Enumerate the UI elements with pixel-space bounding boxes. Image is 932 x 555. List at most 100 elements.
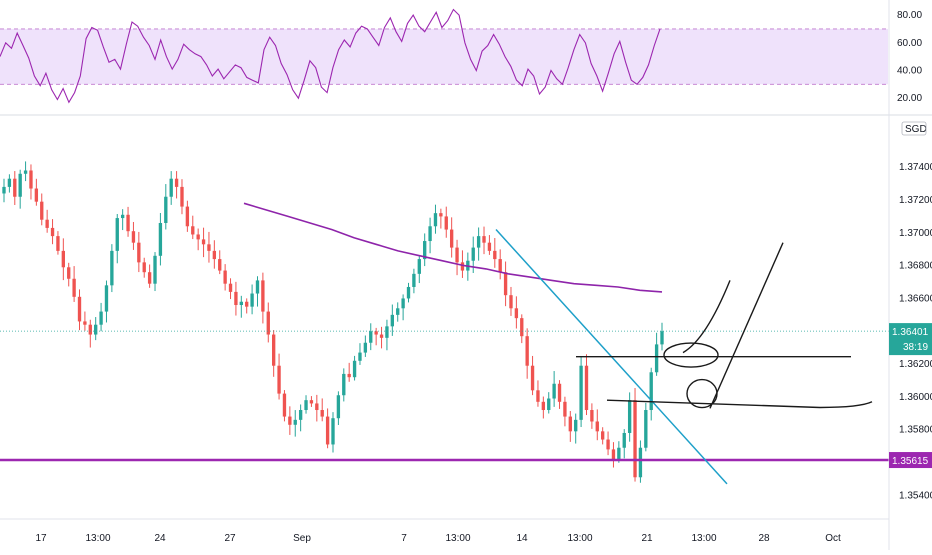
candle-body: [174, 178, 179, 187]
candle-body: [336, 395, 341, 419]
time-tick-label: 14: [516, 533, 528, 544]
currency-box: [901, 121, 927, 136]
candle-body: [158, 222, 163, 256]
candle-body: [482, 236, 486, 243]
lower-drawing[interactable]: [606, 399, 873, 409]
candle-body: [525, 336, 529, 366]
candle-body: [476, 236, 481, 248]
candle-body: [406, 286, 411, 299]
candle-body: [298, 410, 303, 420]
candle-body: [23, 170, 28, 174]
support-label-box: [889, 452, 932, 469]
candle-body: [40, 201, 44, 220]
candle-body: [444, 216, 448, 230]
candle-body: [56, 236, 60, 251]
candle-body: [638, 447, 643, 478]
candle-body: [401, 298, 405, 309]
candle-body: [185, 206, 190, 227]
candle-body: [374, 331, 378, 335]
time-tick-label: 17: [35, 533, 47, 544]
candle-body: [331, 418, 335, 445]
candle-body: [547, 398, 551, 411]
price-tick-label: 1.36800: [899, 261, 932, 272]
candle-body: [493, 250, 497, 260]
time-tick-label: 24: [154, 533, 166, 544]
candle-body: [99, 311, 103, 325]
rsi-line: [0, 8, 661, 104]
candle-body: [590, 410, 594, 422]
candle-body: [45, 219, 49, 228]
candle-body: [147, 272, 152, 284]
candle-body: [191, 226, 195, 235]
candle-body: [503, 272, 508, 296]
candle-body: [77, 296, 82, 322]
candle-body: [293, 419, 297, 425]
candle-body: [288, 416, 292, 425]
candle-body: [633, 400, 637, 478]
candle-body: [358, 352, 362, 361]
candle-body: [514, 308, 519, 319]
circle-drawing-upper[interactable]: [663, 342, 719, 368]
candle-body: [13, 178, 17, 197]
candle-body: [223, 270, 227, 284]
candle-body: [212, 250, 217, 260]
candle-body: [460, 262, 465, 271]
candle-body: [579, 365, 583, 420]
countdown-label: 38:19: [903, 342, 928, 353]
price-tick-label: 1.36000: [899, 392, 932, 403]
candle-body: [541, 401, 546, 411]
candle-body: [261, 280, 265, 312]
candle-body: [266, 311, 270, 335]
candle-body: [245, 301, 249, 307]
candle-body: [164, 196, 168, 223]
candle-body: [83, 321, 87, 325]
candle-body: [584, 365, 589, 411]
time-tick-label: 27: [224, 533, 236, 544]
candle-body: [369, 331, 373, 343]
candle-body: [498, 259, 502, 273]
candle-body: [320, 410, 324, 417]
candle-body: [606, 439, 610, 450]
candle-body: [7, 178, 12, 187]
candle-body: [250, 293, 254, 307]
price-tick-label: 1.35400: [899, 490, 932, 501]
candle-body: [94, 324, 98, 335]
candle-body: [530, 365, 535, 391]
candle-body: [536, 390, 540, 402]
candle-body: [347, 373, 351, 378]
candle-body: [304, 400, 308, 411]
candle-body: [644, 410, 648, 448]
currency-label: SGD: [905, 124, 927, 135]
candle-body: [218, 259, 222, 271]
candle-body: [120, 214, 125, 219]
rsi-tick-label: 60.00: [897, 38, 922, 49]
candle-body: [601, 431, 605, 440]
last-price-label: 1.36401: [892, 327, 929, 338]
candle-body: [622, 432, 626, 448]
candle-body: [455, 247, 459, 263]
candle-body: [2, 186, 6, 194]
candle-body: [557, 383, 562, 402]
price-tick-label: 1.36600: [899, 293, 932, 304]
candle-body: [342, 373, 346, 396]
time-tick-label: 21: [641, 533, 653, 544]
time-tick-label: 7: [401, 533, 407, 544]
candle-body: [654, 344, 659, 373]
candle-body: [396, 308, 400, 315]
candle-body: [627, 400, 632, 433]
moving-average-line: [243, 202, 663, 293]
candle-body: [104, 285, 109, 312]
arrow-drawing-long[interactable]: [709, 242, 784, 409]
arrow-drawing-short[interactable]: [682, 280, 731, 354]
candle-body: [611, 449, 616, 460]
candle-body: [449, 229, 454, 248]
candle-body: [660, 331, 664, 345]
price-panel: [0, 161, 889, 483]
time-tick-label: Sep: [293, 533, 311, 544]
drawings-layer[interactable]: [495, 229, 873, 485]
candle-body: [61, 250, 65, 268]
candle-body: [315, 403, 319, 411]
